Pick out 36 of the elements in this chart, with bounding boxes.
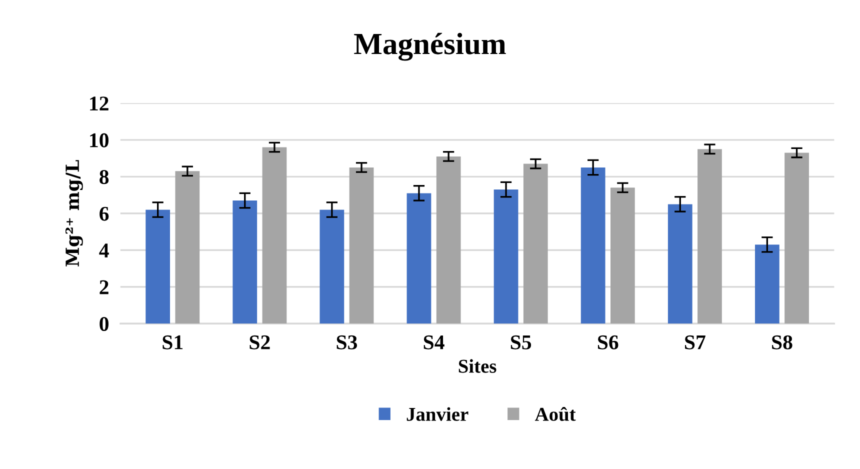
bar bbox=[349, 167, 374, 324]
y-tick-label: 4 bbox=[99, 244, 109, 258]
bar bbox=[668, 204, 692, 324]
x-tick-label: S6 bbox=[598, 335, 618, 350]
y-tick-label: 2 bbox=[100, 280, 108, 294]
chart-title: Magnésium bbox=[354, 32, 506, 61]
y-tick-label: 12 bbox=[90, 96, 108, 110]
x-tick-label: S3 bbox=[336, 335, 358, 350]
legend-label: Janvier bbox=[406, 407, 468, 421]
y-tick-label: 8 bbox=[100, 170, 109, 184]
x-tick-label: S8 bbox=[772, 335, 792, 350]
bar bbox=[523, 164, 548, 324]
bar bbox=[494, 190, 518, 324]
bar bbox=[146, 210, 170, 324]
legend-label: Août bbox=[534, 407, 576, 421]
bar bbox=[320, 210, 344, 324]
bar bbox=[406, 193, 432, 324]
x-axis-title: Sites bbox=[458, 359, 496, 373]
x-tick-label: S5 bbox=[510, 335, 532, 350]
bar bbox=[262, 147, 287, 324]
bar bbox=[436, 156, 461, 324]
bar bbox=[175, 171, 200, 324]
y-tick-label: 6 bbox=[100, 206, 109, 221]
bar bbox=[610, 188, 635, 324]
bar bbox=[698, 149, 722, 324]
y-tick-label: 10 bbox=[90, 133, 108, 148]
bar bbox=[580, 167, 606, 324]
y-tick-label: 0 bbox=[100, 316, 108, 332]
bar bbox=[784, 152, 809, 324]
bar bbox=[232, 200, 258, 324]
x-tick-label: S2 bbox=[250, 335, 270, 350]
x-tick-label: S7 bbox=[685, 335, 706, 350]
y-axis-title: Mg²⁺ mg/L bbox=[65, 160, 83, 266]
bar bbox=[754, 244, 780, 324]
x-tick-label: S1 bbox=[162, 335, 183, 350]
x-tick-label: S4 bbox=[424, 335, 444, 350]
